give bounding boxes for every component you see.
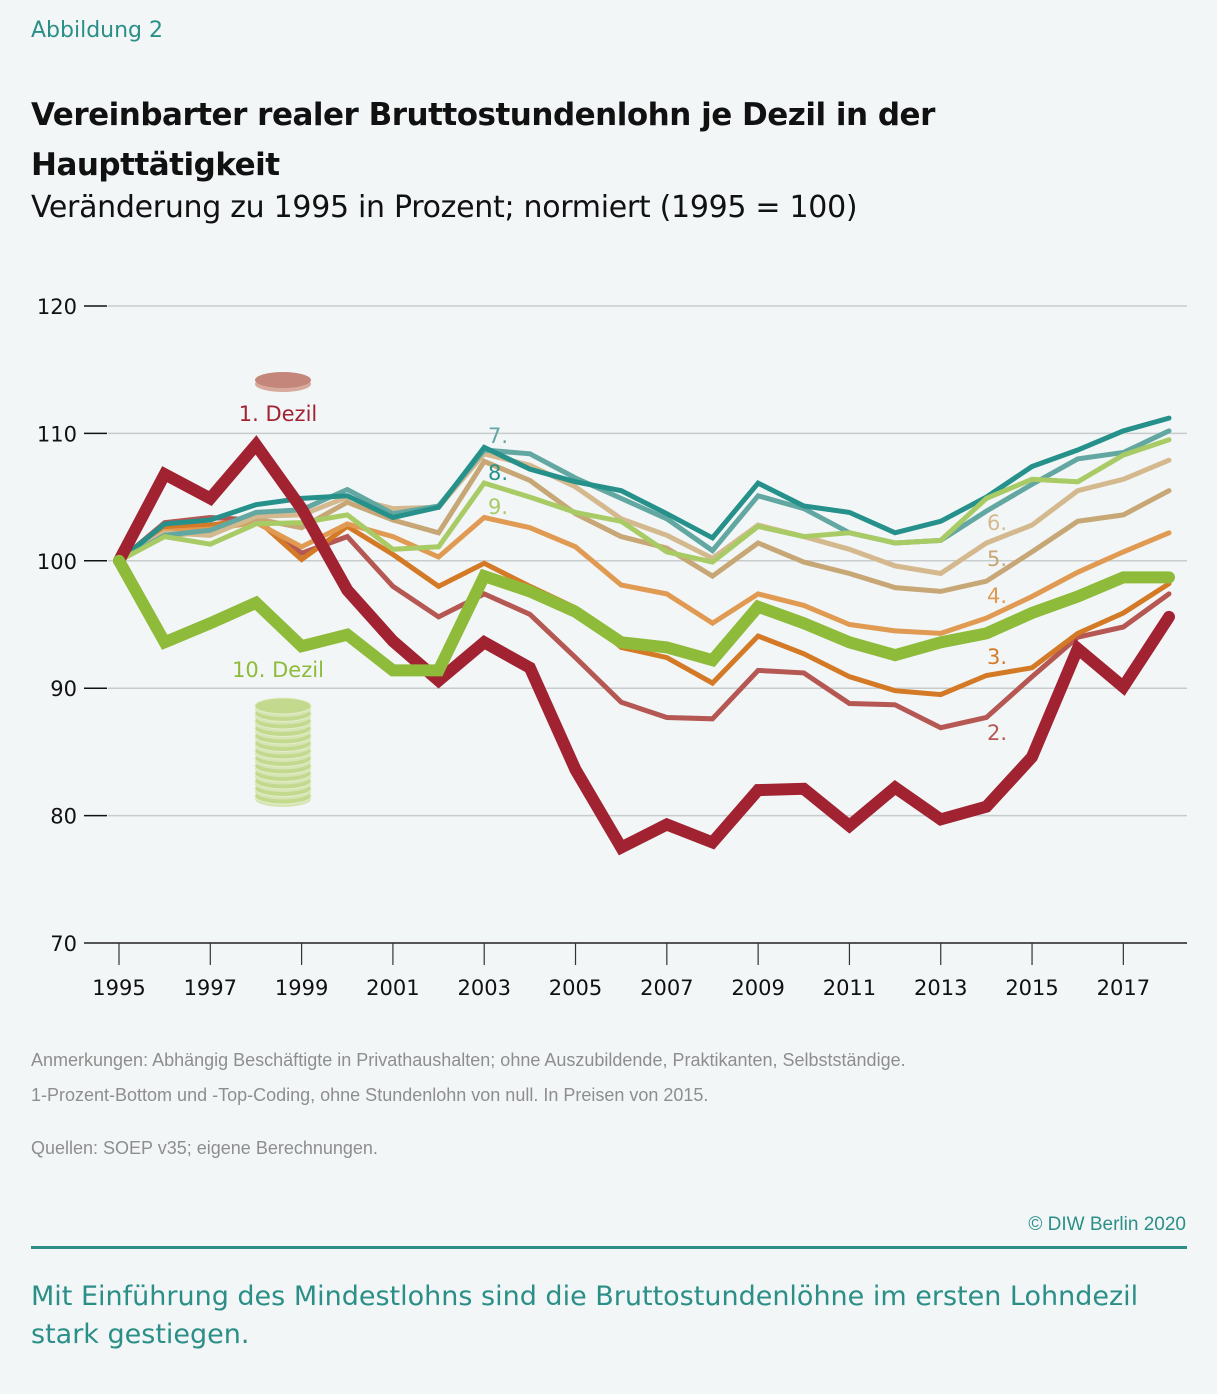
series-line-7 [116,428,1172,564]
x-tick-label: 2005 [549,976,602,1000]
notes-line-1: Anmerkungen: Abhängig Beschäftigte in Pr… [31,1050,906,1070]
notes: Anmerkungen: Abhängig Beschäftigte in Pr… [31,1043,1181,1113]
series-line-10-dezil [113,554,1175,677]
series-line-1-dezil [113,435,1175,856]
series-label: 6. [987,511,1007,535]
series-label: 5. [987,547,1007,571]
series-label: 9. [488,495,508,519]
x-tick-label: 2003 [457,976,510,1000]
x-tick-label: 2001 [366,976,419,1000]
takeaway-text: Mit Einführung des Mindestlohns sind die… [31,1281,1139,1350]
y-tick-label: 110 [37,422,77,446]
x-tick-label: 2011 [823,976,876,1000]
series-line-5 [116,458,1172,594]
figure-label: Abbildung 2 [31,18,164,43]
series-labels: 2. 3. 4. 5. 6. 7. 8. 9. 1. Dezil 10. Dezil [232,402,1007,745]
series-lines [113,415,1175,856]
y-tick-label: 70 [50,932,77,956]
series-label: 3. [987,645,1007,669]
gridlines [108,305,1187,817]
x-tick-label: 2007 [640,976,693,1000]
x-tick-label: 2015 [1005,976,1058,1000]
y-tick-label: 90 [50,677,77,701]
x-tick-label: 1997 [184,976,237,1000]
series-label: 1. Dezil [239,402,318,426]
coin [254,697,312,715]
chart-subtitle: Veränderung zu 1995 in Prozent; normiert… [31,190,858,225]
series-line-4 [116,514,1172,636]
x-tick-label: 1999 [275,976,328,1000]
series-line-2 [116,514,1172,731]
series-line-6 [116,450,1172,577]
series-label: 4. [987,584,1007,608]
series-label: 8. [488,461,508,485]
series-label: 7. [488,424,508,448]
x-tick-label: 1995 [92,976,145,1000]
series-label: 10. Dezil [232,658,324,682]
coin-stack-icon [254,697,312,807]
x-tick-label: 2017 [1097,976,1150,1000]
x-axis: 1995 1997 1999 2001 2003 2005 2007 2009 2011 2013… [84,942,1187,1000]
series-line-9 [116,437,1172,565]
y-tick-label: 100 [37,550,77,574]
y-tick-label: 80 [50,805,77,829]
series-label: 2. [987,721,1007,745]
copyright: © DIW Berlin 2020 [1028,1214,1186,1235]
y-axis: 70 80 90 100 110 120 [37,295,107,956]
x-tick-label: 2013 [914,976,967,1000]
divider [31,1246,1187,1249]
x-tick-label: 2009 [731,976,784,1000]
line-chart: 70 80 90 100 110 120 1995 1997 1999 2001 2003 2005… [37,295,1187,1000]
sources: Quellen: SOEP v35; eigene Berechnungen. [31,1138,378,1158]
single-coin-icon [255,372,311,392]
series-line-3 [116,516,1172,698]
chart-title: Vereinbarter realer Bruttostundenlohn je… [31,97,935,183]
notes-line-2: 1-Prozent-Bottom und -Top-Coding, ohne S… [31,1085,709,1105]
y-tick-label: 120 [37,295,77,319]
